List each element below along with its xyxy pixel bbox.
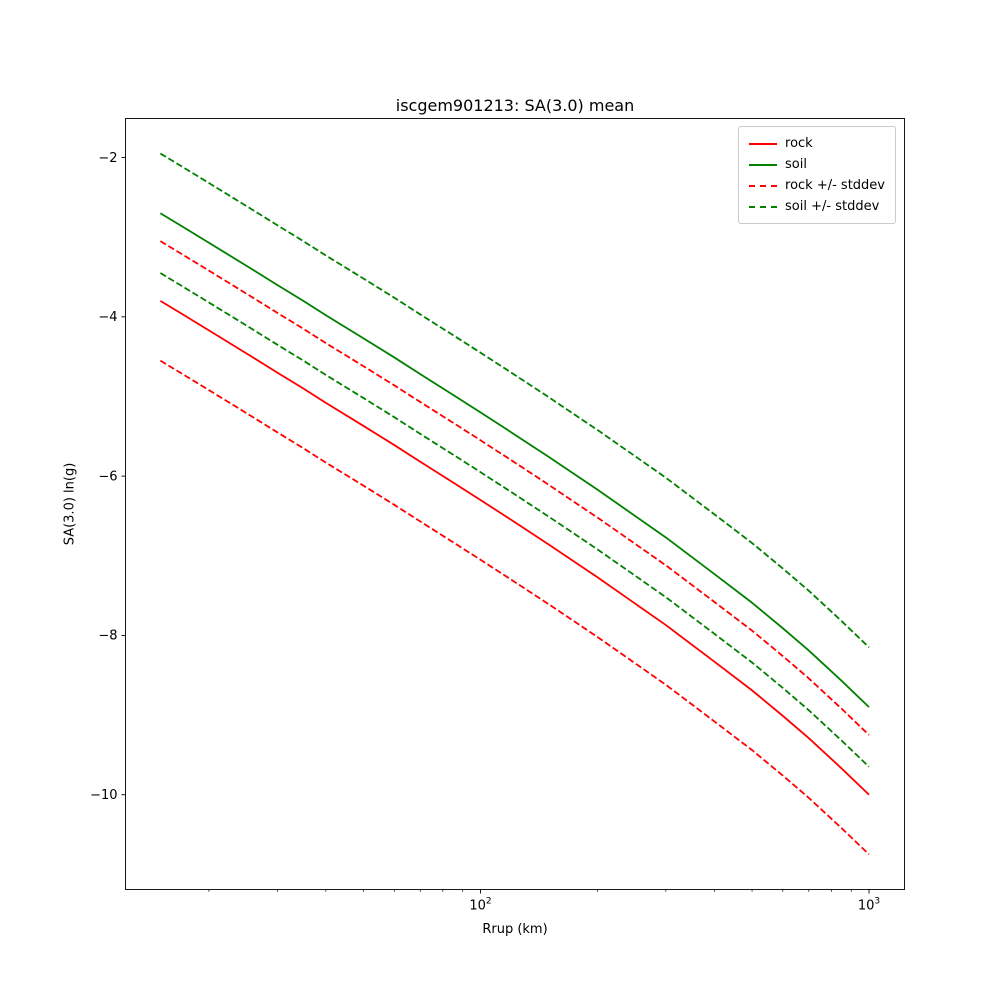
legend-entry: rock +/- stddev: [749, 175, 885, 196]
legend-entry-label: soil +/- stddev: [785, 199, 880, 214]
series-line-soil-stddev-lower: [159, 272, 870, 768]
chart-title: iscgem901213: SA(3.0) mean: [395, 96, 635, 115]
y-tick-label: −6: [98, 469, 117, 484]
legend-line-sample-rock-stddev: [749, 184, 778, 187]
legend-entry: soil +/- stddev: [749, 196, 885, 217]
axes-frame: [125, 118, 905, 890]
x-tick-label: 103: [858, 897, 880, 914]
series-line-rock: [159, 300, 870, 796]
y-tick-label: −4: [98, 310, 117, 325]
legend-entry: rock: [749, 133, 885, 154]
series-line-soil-stddev-upper: [159, 152, 870, 649]
y-axis-label: SA(3.0) ln(g): [62, 462, 78, 546]
y-tick-label: −2: [98, 151, 117, 166]
legend-line-sample-soil: [749, 163, 778, 166]
legend-entry-label: rock +/- stddev: [785, 178, 885, 193]
series-line-rock-stddev-upper: [159, 240, 870, 736]
legend-line-sample-soil-stddev: [749, 205, 778, 208]
legend-entry: soil: [749, 154, 885, 175]
y-tick-label: −8: [98, 629, 117, 644]
x-tick-label: 102: [469, 897, 491, 914]
y-tick-label: −10: [90, 788, 117, 803]
legend-entry-label: soil: [785, 157, 807, 172]
series-line-rock-stddev-lower: [159, 359, 870, 856]
x-axis-label: Rrup (km): [482, 922, 548, 937]
series-line-soil: [159, 212, 870, 708]
legend-entry-label: rock: [785, 136, 813, 151]
legend-line-sample-rock: [749, 142, 778, 145]
legend: rock soil rock +/- stddev soil +/- stdde…: [738, 126, 896, 224]
